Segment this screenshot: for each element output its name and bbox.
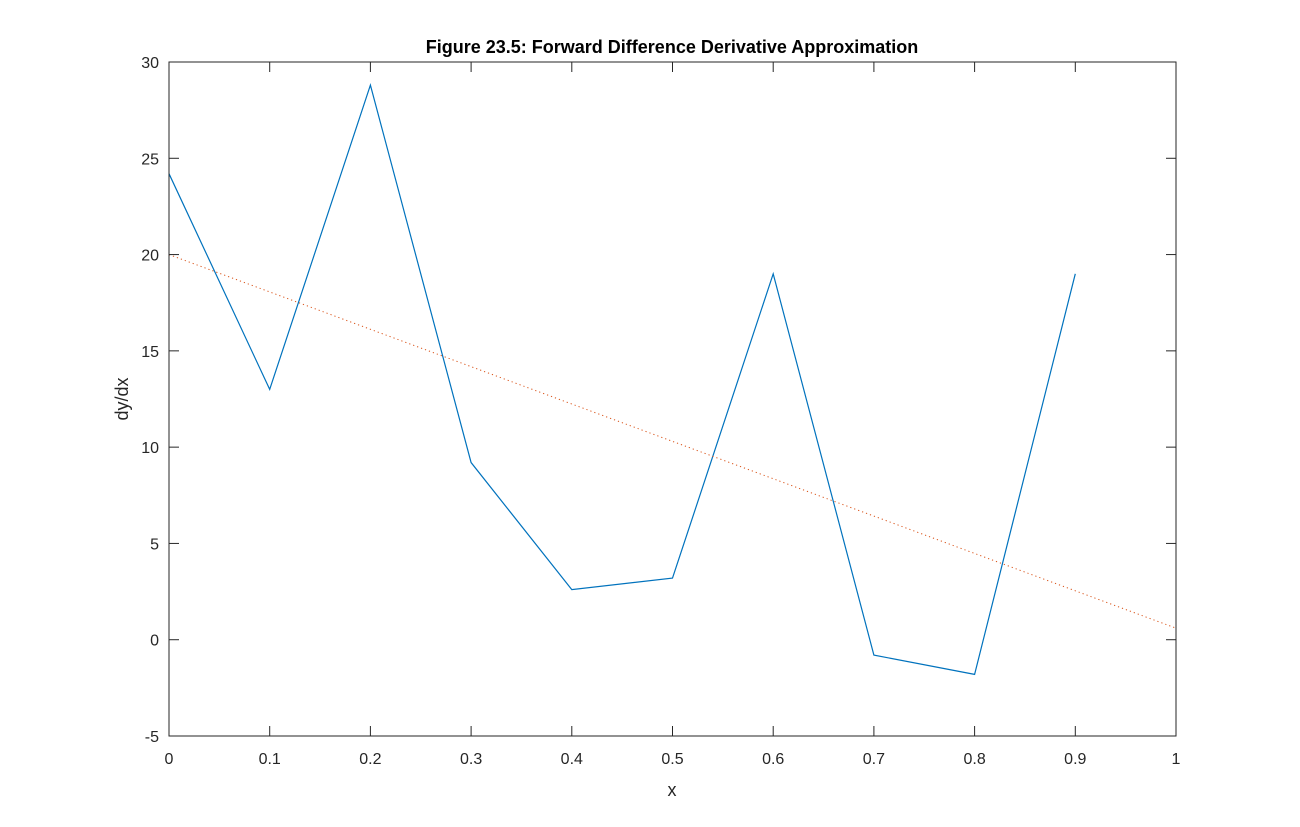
x-tick-label: 1 <box>1172 751 1181 768</box>
y-tick-label: 5 <box>150 536 159 553</box>
x-tick-label: 0 <box>165 751 174 768</box>
series-line-1 <box>168 83 1076 676</box>
y-tick-label: 10 <box>141 440 159 457</box>
x-axis-ticks: 0 0.1 0.2 0.3 0.4 0.5 0.6 0.7 0.8 0.9 1 <box>165 62 1181 768</box>
x-tick-label: 0.9 <box>1064 751 1086 768</box>
plot-lines <box>168 83 1177 676</box>
y-tick-label: 15 <box>141 344 159 361</box>
y-axis-label: dy/dx <box>112 377 132 420</box>
y-tick-label: 0 <box>150 633 159 650</box>
x-tick-label: 0.2 <box>359 751 381 768</box>
x-tick-label: 0.8 <box>963 751 985 768</box>
x-tick-label: 0.1 <box>259 751 281 768</box>
y-tick-label: 30 <box>141 55 159 72</box>
y-tick-label: -5 <box>145 729 159 746</box>
x-tick-label: 0.4 <box>561 751 583 768</box>
y-tick-label: 20 <box>141 248 159 265</box>
x-tick-label: 0.3 <box>460 751 482 768</box>
x-tick-label: 0.7 <box>863 751 885 768</box>
y-tick-label: 25 <box>141 151 159 168</box>
chart-title: Figure 23.5: Forward Difference Derivati… <box>426 37 918 57</box>
x-axis-label: x <box>668 780 677 800</box>
series-line-2 <box>168 254 1177 629</box>
x-tick-label: 0.6 <box>762 751 784 768</box>
y-axis-ticks: -5 0 5 10 15 20 25 30 <box>141 55 1176 746</box>
axes-background <box>169 62 1176 736</box>
x-tick-label: 0.5 <box>661 751 683 768</box>
